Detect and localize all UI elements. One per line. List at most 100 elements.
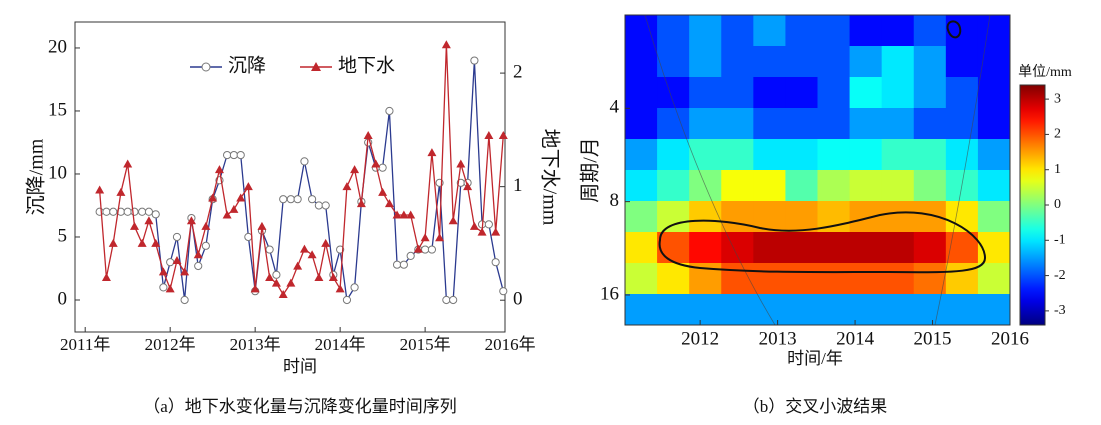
- marker: [159, 283, 168, 292]
- marker: [265, 245, 274, 254]
- colorbar-label: 单位/mm: [1018, 64, 1072, 80]
- heat-cell: [881, 294, 915, 325]
- heat-cell: [881, 139, 915, 171]
- heat-cell: [849, 294, 883, 325]
- heat-cell: [881, 46, 915, 78]
- marker: [272, 270, 281, 279]
- heat-cell: [689, 77, 722, 109]
- marker: [299, 244, 309, 253]
- marker: [342, 182, 352, 191]
- marker: [286, 195, 295, 204]
- heat-cell: [721, 77, 754, 109]
- marker: [499, 287, 508, 296]
- colorbar-tick-label: -2: [1054, 268, 1066, 283]
- marker: [201, 241, 210, 250]
- heat-cell: [625, 139, 658, 171]
- heat-cell: [881, 201, 915, 233]
- heat-cell: [849, 201, 883, 233]
- heat-cell: [977, 170, 1010, 202]
- y2-tick-label: 1: [513, 175, 523, 196]
- marker: [278, 290, 288, 299]
- colorbar: [1019, 84, 1046, 326]
- legend-marker: [311, 62, 321, 71]
- caption: （b）交叉小波结果: [743, 397, 888, 416]
- heat-cell: [881, 108, 915, 140]
- marker: [123, 159, 133, 168]
- marker: [229, 150, 239, 160]
- x-tick-label: 2015年: [400, 335, 451, 354]
- marker: [300, 157, 309, 166]
- colorbar-tick-label: 1: [1054, 162, 1061, 177]
- heat-cell: [625, 263, 658, 295]
- marker: [109, 207, 118, 216]
- plot-frame: [74, 21, 506, 333]
- heat-cell: [689, 139, 722, 171]
- heat-cell: [785, 139, 818, 171]
- heat-cell: [913, 15, 947, 47]
- colorbar-tick-label: -3: [1054, 303, 1066, 318]
- marker: [442, 295, 451, 305]
- marker: [116, 187, 126, 196]
- heat-cell: [945, 294, 979, 325]
- heat-cell: [689, 15, 722, 47]
- heat-cell: [977, 139, 1010, 171]
- y-tick-label: 20: [48, 36, 67, 57]
- heat-cell: [625, 232, 658, 264]
- marker: [102, 207, 111, 216]
- heat-cell: [657, 170, 690, 202]
- marker: [186, 216, 196, 225]
- marker: [448, 216, 458, 225]
- heat-cell: [817, 46, 851, 78]
- marker: [470, 56, 479, 65]
- heat-cell: [721, 108, 754, 140]
- marker: [328, 272, 338, 281]
- heat-cell: [625, 170, 658, 202]
- marker: [244, 232, 253, 242]
- marker: [293, 195, 302, 204]
- marker: [236, 150, 245, 160]
- heat-cell: [753, 294, 786, 325]
- heat-cell: [881, 15, 915, 47]
- marker: [243, 182, 253, 191]
- heat-cell: [625, 201, 658, 233]
- heat-cell: [785, 232, 818, 264]
- y-tick-label: 5: [58, 225, 68, 246]
- heat-cell: [753, 46, 786, 78]
- marker: [130, 207, 139, 216]
- marker: [151, 238, 161, 247]
- x-tick-label: 2016年: [485, 335, 536, 354]
- heat-cell: [849, 46, 883, 78]
- overlay: [644, 15, 991, 325]
- heat-cell: [657, 108, 690, 140]
- legend-label: 沉降: [228, 54, 266, 76]
- heat-cell: [689, 46, 722, 78]
- x-tick-label: 2013年: [230, 335, 281, 354]
- heat-cell: [849, 15, 883, 47]
- y-axis-label: 沉降/mm: [25, 138, 48, 215]
- heat-cell: [657, 201, 690, 233]
- heat-cell: [785, 263, 818, 295]
- heat-cell: [817, 139, 851, 171]
- marker: [193, 250, 203, 259]
- marker: [144, 216, 154, 225]
- heat-cell: [817, 294, 851, 325]
- marker: [371, 159, 381, 168]
- marker: [129, 221, 139, 230]
- marker: [222, 210, 232, 219]
- heat-cell: [945, 232, 979, 264]
- marker: [484, 131, 494, 140]
- heat-cell: [785, 15, 818, 47]
- heat-cell: [657, 139, 690, 171]
- heat-cell: [657, 232, 690, 264]
- series-line: [98, 44, 504, 296]
- heat-cell: [849, 232, 883, 264]
- x-axis-label: 时间/年: [787, 349, 843, 368]
- heat-cell: [721, 232, 754, 264]
- heat-cell: [977, 108, 1010, 140]
- marker: [321, 238, 331, 247]
- marker: [95, 207, 104, 216]
- heat-cell: [945, 108, 979, 140]
- x-tick-label: 2011年: [60, 335, 110, 354]
- heat-cell: [753, 263, 786, 295]
- marker: [223, 150, 232, 160]
